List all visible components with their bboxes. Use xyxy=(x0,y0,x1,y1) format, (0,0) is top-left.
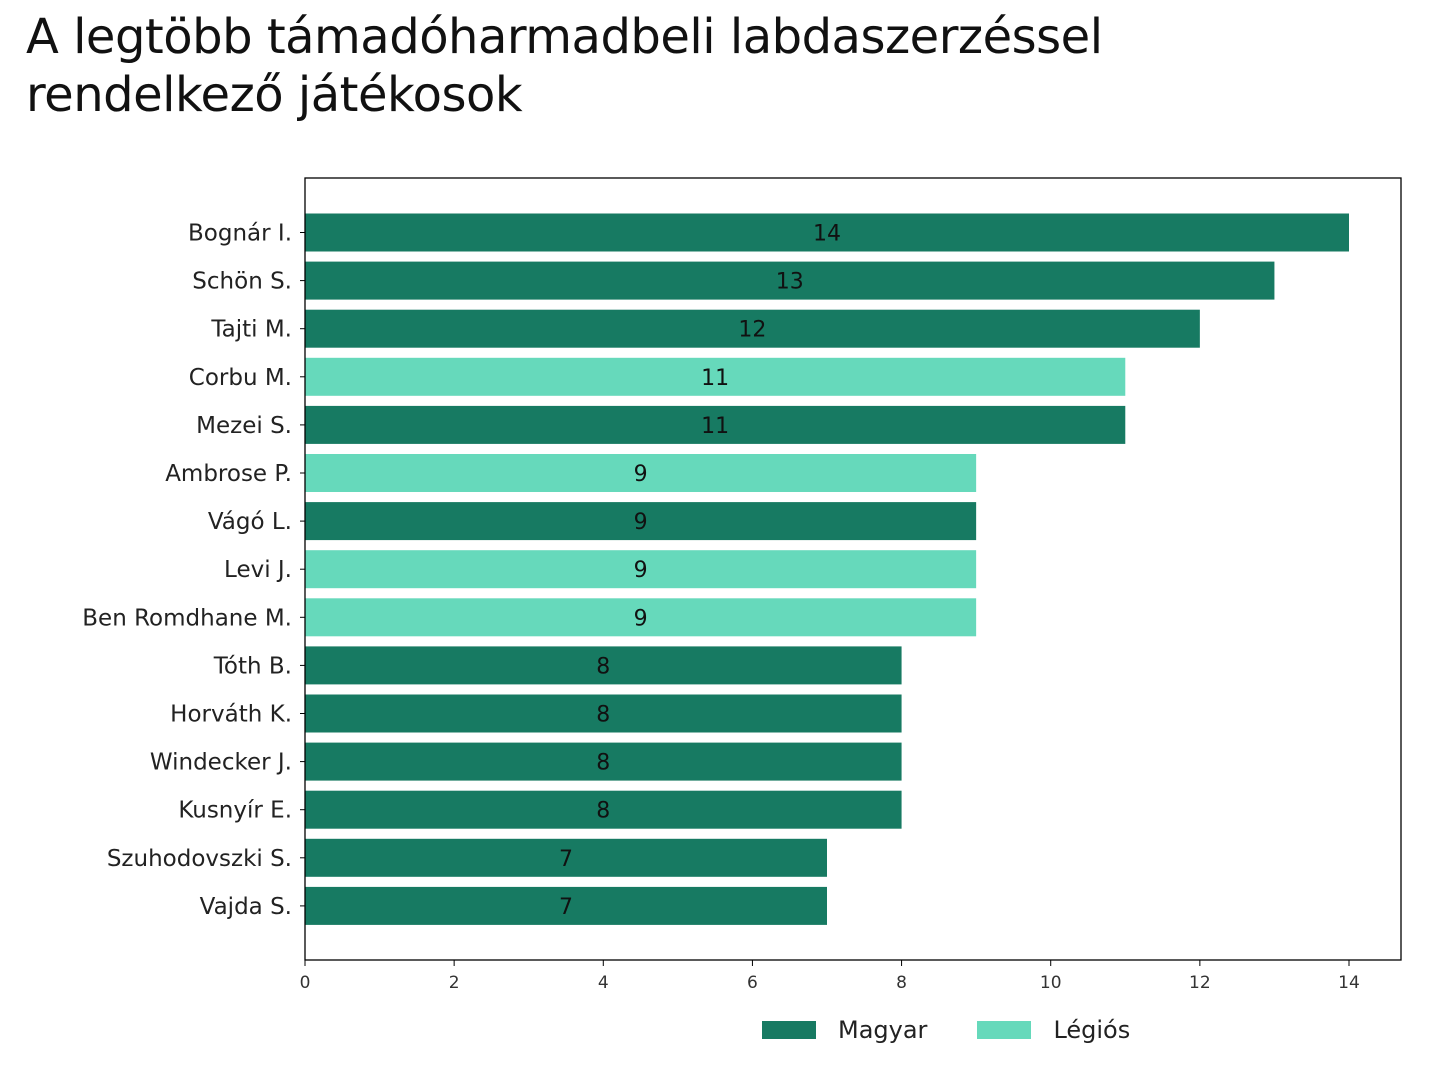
category-label-horv-th-k: Horváth K. xyxy=(170,702,292,728)
chart-title-line-2: rendelkező játékosok xyxy=(26,67,523,123)
x-tick-label-0: 0 xyxy=(300,973,311,993)
x-tick-label-8: 8 xyxy=(896,973,907,993)
bar-t-th-b xyxy=(305,646,902,685)
data-label-horv-th-k: 8 xyxy=(596,703,610,728)
bar-szuhodovszki-s xyxy=(305,838,827,877)
category-label-vajda-s: Vajda S. xyxy=(200,894,292,920)
data-label-corbu-m: 11 xyxy=(701,366,729,391)
data-label-sch-n-s: 13 xyxy=(776,270,804,295)
x-tick-label-14: 14 xyxy=(1338,973,1360,993)
category-label-szuhodovszki-s: Szuhodovszki S. xyxy=(107,846,292,872)
bar-vajda-s xyxy=(305,886,827,925)
legend-swatch-magyar xyxy=(762,1021,816,1039)
category-label-v-g-l: Vágó L. xyxy=(208,509,292,535)
x-tick-label-10: 10 xyxy=(1040,973,1062,993)
category-label-kusny-r-e: Kusnyír E. xyxy=(178,798,292,824)
category-label-t-th-b: Tóth B. xyxy=(213,653,292,679)
category-label-mezei-s: Mezei S. xyxy=(196,413,292,439)
x-tick-label-4: 4 xyxy=(598,973,609,993)
data-label-ben-romdhane-m: 9 xyxy=(634,606,648,631)
data-label-kusny-r-e: 8 xyxy=(596,799,610,824)
bar-tajti-m xyxy=(305,309,1200,348)
bar-horv-th-k xyxy=(305,694,902,733)
category-label-tajti-m: Tajti M. xyxy=(210,317,292,343)
category-label-windecker-j: Windecker J. xyxy=(150,750,292,776)
bar-windecker-j xyxy=(305,742,902,781)
bar-kusny-r-e xyxy=(305,790,902,829)
data-label-tajti-m: 12 xyxy=(738,318,766,343)
bar-levi-j xyxy=(305,550,977,589)
legend-item-magyar: Magyar xyxy=(762,1016,927,1044)
bar-sch-n-s xyxy=(305,261,1275,300)
data-label-levi-j: 9 xyxy=(634,558,648,583)
chart-legend: Magyar Légiós xyxy=(762,1016,1180,1044)
legend-label-legios: Légiós xyxy=(1053,1016,1131,1044)
data-label-t-th-b: 8 xyxy=(596,654,610,679)
chart-title: A legtöbb támadóharmadbeli labdaszerzéss… xyxy=(26,8,1406,124)
category-label-sch-n-s: Schön S. xyxy=(192,269,292,295)
category-label-levi-j: Levi J. xyxy=(224,557,292,583)
bar-corbu-m xyxy=(305,357,1126,396)
chart-title-line-1: A legtöbb támadóharmadbeli labdaszerzéss… xyxy=(26,9,1103,65)
category-label-bogn-r-i: Bognár I. xyxy=(188,221,292,247)
legend-swatch-legios xyxy=(977,1021,1032,1039)
data-label-mezei-s: 11 xyxy=(701,414,729,439)
x-tick-label-12: 12 xyxy=(1189,973,1211,993)
x-tick-label-2: 2 xyxy=(449,973,460,993)
data-label-szuhodovszki-s: 7 xyxy=(559,847,573,872)
data-label-bogn-r-i: 14 xyxy=(813,222,841,247)
bar-ambrose-p xyxy=(305,454,977,492)
data-label-ambrose-p: 9 xyxy=(634,462,648,487)
bar-mezei-s xyxy=(305,405,1126,444)
bar-ben-romdhane-m xyxy=(305,598,977,637)
legend-label-magyar: Magyar xyxy=(838,1016,928,1044)
category-label-corbu-m: Corbu M. xyxy=(189,365,292,391)
plot-frame xyxy=(304,177,1402,961)
bar-v-g-l xyxy=(305,502,977,541)
data-label-windecker-j: 8 xyxy=(596,751,610,776)
category-label-ambrose-p: Ambrose P. xyxy=(165,461,292,487)
x-tick-label-6: 6 xyxy=(747,973,758,993)
legend-item-legios: Légiós xyxy=(977,1016,1130,1044)
category-label-ben-romdhane-m: Ben Romdhane M. xyxy=(82,605,292,631)
data-label-v-g-l: 9 xyxy=(634,510,648,535)
bar-bogn-r-i xyxy=(305,213,1349,252)
data-label-vajda-s: 7 xyxy=(559,895,573,920)
